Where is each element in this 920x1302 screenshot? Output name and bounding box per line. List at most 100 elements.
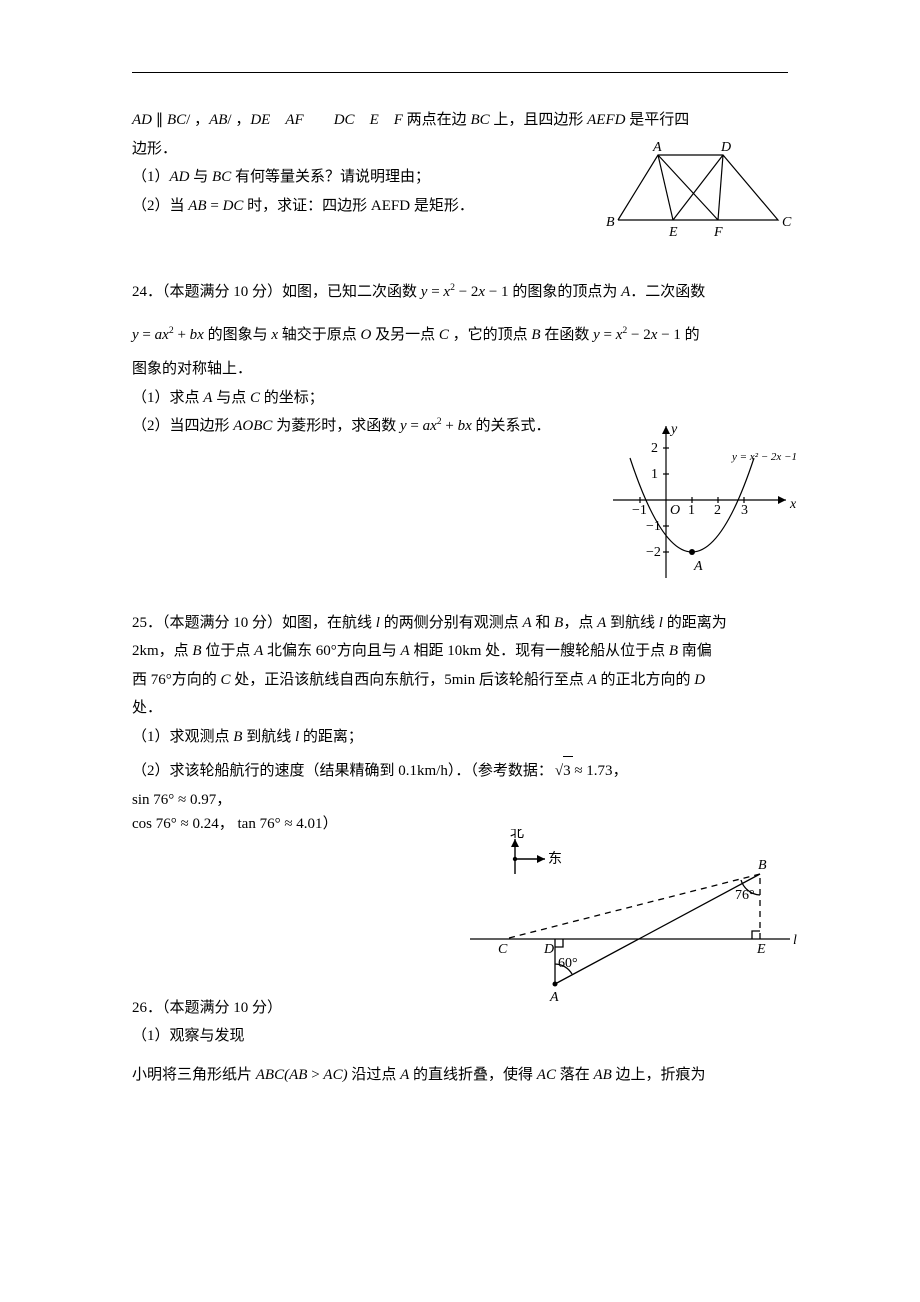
q23-label-F: F: [713, 225, 723, 240]
q25-l3a: 西 76°方向的: [132, 672, 221, 688]
q24-s2A: AOBC: [233, 418, 272, 434]
q24-g-t3: 3: [741, 503, 748, 518]
q24-l2-x: x: [271, 327, 278, 343]
q24-sub1: （1）求点 A 与点 C 的坐标；: [132, 384, 788, 413]
q26-l1AB: AB: [593, 1067, 611, 1083]
q25-s1c: 的距离；: [299, 729, 363, 745]
q26-l1A: A: [400, 1067, 409, 1083]
q24-g-fn: y = x² − 2x −1: [731, 451, 797, 463]
q26-l1c: 的直线折叠，使得: [409, 1067, 537, 1083]
q23-label-A: A: [652, 140, 662, 155]
q25-l3b: 处，正沿该航线自西向东航行，5min 后该轮船行至点: [231, 672, 588, 688]
q24-g-m1y: −1: [646, 519, 661, 534]
q24-l1-A: A: [621, 284, 630, 300]
q24-l2-f: 的: [681, 327, 700, 343]
q24-g-m1x: −1: [632, 503, 647, 518]
q25-l1a: 25．（本题满分 10 分）如图，在航线: [132, 615, 376, 631]
q25-l2A2: A: [401, 643, 410, 659]
q25-s1b: 到航线: [242, 729, 295, 745]
q26-l1b: 沿过点: [348, 1067, 401, 1083]
q25-l1b: 的两侧分别有观测点: [380, 615, 523, 631]
q24-l2-d: ，它的顶点: [449, 327, 532, 343]
q25-diagram: 北 东: [460, 829, 810, 1019]
q24-l1-b: 的图象的顶点为: [509, 284, 622, 300]
q24-l2-O: O: [361, 327, 372, 343]
q25-l2: 2km，点 B 位于点 A 北偏东 60°方向且与 A 相距 10km 处．现有…: [132, 637, 788, 666]
q23-block: AD ∥ BC/ ，AB/ ，DE AF DC E F 两点在边 BC 上，且四…: [132, 106, 788, 220]
q25-trig1: sin 76° ≈ 0.97，: [132, 788, 788, 812]
q24-l2-B: B: [531, 327, 540, 343]
q25-labl: l: [793, 933, 797, 948]
q24-s1c: 的坐标；: [260, 390, 324, 406]
q26-l1d: 落在: [556, 1067, 594, 1083]
q24-l1: 24．（本题满分 10 分）如图，已知二次函数 y = x2 − 2x − 1 …: [132, 278, 788, 307]
q24-g-O: O: [670, 503, 680, 518]
q25-l1d: ，点: [563, 615, 597, 631]
q25-l2a: 2km，点: [132, 643, 192, 659]
q24-g-t2: 2: [714, 503, 721, 518]
q24-s1b: 与点: [212, 390, 250, 406]
q24-g-2: 2: [651, 441, 658, 456]
q25-l1e: 到航线: [606, 615, 659, 631]
q24-graph: y x O 2 1 −1 −1 −2 1 2 3 A y = x² − 2x −…: [608, 418, 808, 583]
header-rule: [132, 72, 788, 73]
q24-g-y: y: [669, 422, 678, 437]
q25-l3c: 的正北方向的: [597, 672, 695, 688]
q25-l3A: A: [588, 672, 597, 688]
q24-s1C: C: [250, 390, 260, 406]
q23-label-C: C: [782, 215, 792, 230]
q25-l2e: 南偏: [678, 643, 712, 659]
q23-label-D: D: [720, 140, 731, 155]
q25-l1A: A: [522, 615, 531, 631]
q24-g-1: 1: [651, 467, 658, 482]
q26-l1a: 小明将三角形纸片: [132, 1067, 256, 1083]
q24-g-m2: −2: [646, 545, 661, 560]
q23-label-B: B: [606, 215, 615, 230]
q25-l2d: 相距 10km 处．现有一艘轮船从位于点: [410, 643, 669, 659]
q24-g-A: A: [693, 559, 703, 574]
q24-l1-c: ．二次函数: [630, 284, 705, 300]
q24-l2-C: C: [439, 327, 449, 343]
q25-l1: 25．（本题满分 10 分）如图，在航线 l 的两侧分别有观测点 A 和 B，点…: [132, 609, 788, 638]
q25-l4: 处．: [132, 694, 788, 723]
q24-l2-b: 轴交于原点: [278, 327, 361, 343]
compass-east: 东: [548, 851, 562, 867]
q25-l3C: C: [221, 672, 231, 688]
q25-l2c: 北偏东 60°方向且与: [263, 643, 400, 659]
q24-l2-e: 在函数: [541, 327, 594, 343]
q24-l2-a: 的图象与: [204, 327, 272, 343]
q24-g-x: x: [789, 497, 797, 512]
q25-block: 25．（本题满分 10 分）如图，在航线 l 的两侧分别有观测点 A 和 B，点…: [132, 609, 788, 966]
q23-label-E: E: [668, 225, 678, 240]
q25-s1a: （1）求观测点: [132, 729, 233, 745]
q24-g-t1: 1: [688, 503, 695, 518]
q25-l1B: B: [554, 615, 563, 631]
q25-l2A: A: [254, 643, 263, 659]
q25-l3: 西 76°方向的 C 处，正沿该航线自西向东航行，5min 后该轮船行至点 A …: [132, 666, 788, 695]
q25-labB: B: [758, 858, 767, 873]
q25-l2b: 位于点: [202, 643, 255, 659]
q25-a76: 76°: [735, 888, 755, 903]
q26-l1: 小明将三角形纸片 ABC(AB > AC) 沿过点 A 的直线折叠，使得 AC …: [132, 1061, 788, 1090]
q24-s2a: （2）当四边形: [132, 418, 233, 434]
q24-l2-c: 及另一点: [371, 327, 439, 343]
q25-labD: D: [543, 942, 554, 957]
q26-head: 26．（本题满分 10 分）: [132, 994, 788, 1023]
q24-s2c: 的关系式．: [472, 418, 551, 434]
q25-l1c: 和: [532, 615, 555, 631]
q26-block: 26．（本题满分 10 分） （1）观察与发现 小明将三角形纸片 ABC(AB …: [132, 994, 788, 1090]
q25-sub2: （2）求该轮船航行的速度（结果精确到 0.1km/h）．（参考数据：√3 ≈ 1…: [132, 757, 788, 786]
q26-l1ABC: ABC: [256, 1067, 284, 1083]
q24-l3: 图象的对称轴上．: [132, 355, 788, 384]
q25-a60: 60°: [558, 956, 578, 971]
q26-l1AC: AC: [537, 1067, 556, 1083]
q24-l1-a: 24．（本题满分 10 分）如图，已知二次函数: [132, 284, 421, 300]
q24-block: 24．（本题满分 10 分）如图，已知二次函数 y = x2 − 2x − 1 …: [132, 278, 788, 581]
q24-s2b: 为菱形时，求函数: [272, 418, 400, 434]
q25-s2a: （2）求该轮船航行的速度（结果精确到 0.1km/h）．（参考数据：: [132, 763, 553, 779]
q25-l1A2: A: [597, 615, 606, 631]
q23-diagram: A D B C E F: [598, 140, 798, 250]
q25-l2B2: B: [669, 643, 678, 659]
q26-sub1: （1）观察与发现: [132, 1022, 788, 1051]
page: AD ∥ BC/ ，AB/ ，DE AF DC E F 两点在边 BC 上，且四…: [0, 0, 920, 1302]
